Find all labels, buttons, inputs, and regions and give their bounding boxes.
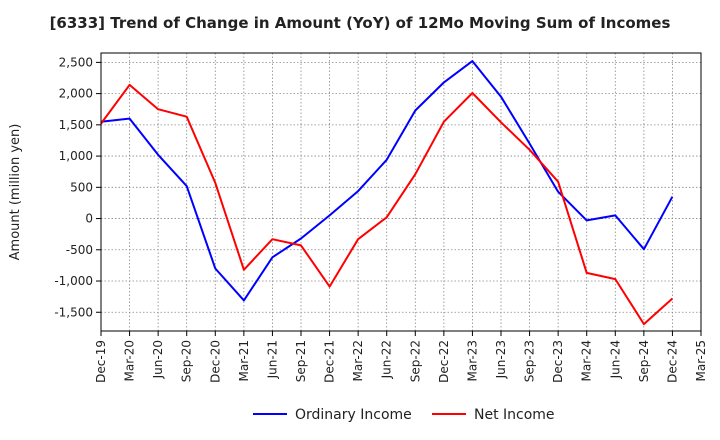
x-tick-label: Mar-22 — [351, 340, 365, 381]
y-tick-label: -1,000 — [54, 274, 93, 288]
x-tick-label: Mar-25 — [694, 340, 708, 381]
series-line-ordinary-income — [100, 60, 674, 302]
y-tick-label: -500 — [66, 243, 93, 257]
x-tick-label: Sep-20 — [180, 340, 194, 382]
x-tick-label: Dec-22 — [437, 340, 451, 383]
plot-frame — [100, 52, 702, 332]
x-tick-label: Sep-24 — [637, 340, 651, 382]
y-tick-label: 0 — [85, 212, 93, 226]
y-tick-label: 2,000 — [59, 87, 93, 101]
legend-label: Net Income — [474, 407, 555, 423]
x-tick-label: Mar-23 — [465, 340, 479, 381]
series-line-net-income — [100, 83, 674, 326]
y-tick-label: 500 — [70, 180, 93, 194]
y-tick-label: 2,500 — [59, 55, 93, 69]
x-tick-label: Jun-21 — [265, 340, 279, 379]
x-tick-label: Mar-21 — [237, 340, 251, 381]
y-axis-label: Amount (million yen) — [8, 124, 23, 261]
grid-layer — [100, 53, 702, 331]
chart-title: [6333] Trend of Change in Amount (YoY) o… — [49, 14, 671, 32]
x-tick-label: Mar-24 — [580, 340, 594, 381]
axis-layer: -1,500 -1,000 -500 0 500 1,000 1,500 2,000 2,500… — [8, 52, 708, 383]
x-tick-label: Sep-22 — [408, 340, 422, 382]
x-tick-label: Jun-20 — [151, 340, 165, 379]
x-tick-label: Jun-22 — [380, 340, 394, 379]
x-tick-label: Dec-20 — [208, 340, 222, 383]
y-tick-label: 1,500 — [59, 118, 93, 132]
legend-label: Ordinary Income — [295, 407, 412, 423]
x-tick-label: Sep-21 — [294, 340, 308, 382]
x-tick-label: Mar-20 — [123, 340, 137, 381]
series-layer — [100, 60, 674, 326]
x-tick-label: Sep-23 — [523, 340, 537, 382]
x-tick-label: Jun-23 — [494, 340, 508, 379]
x-tick-label: Dec-24 — [665, 340, 679, 383]
x-tick-label: Jun-24 — [608, 340, 622, 379]
y-tick-label: -1,500 — [54, 305, 93, 319]
x-tick-label: Dec-23 — [551, 340, 565, 383]
x-tick-label: Dec-21 — [323, 340, 337, 383]
y-tick-label: 1,000 — [59, 149, 93, 163]
x-tick-label: Dec-19 — [94, 340, 108, 383]
legend: Ordinary Income Net Income — [253, 407, 555, 423]
